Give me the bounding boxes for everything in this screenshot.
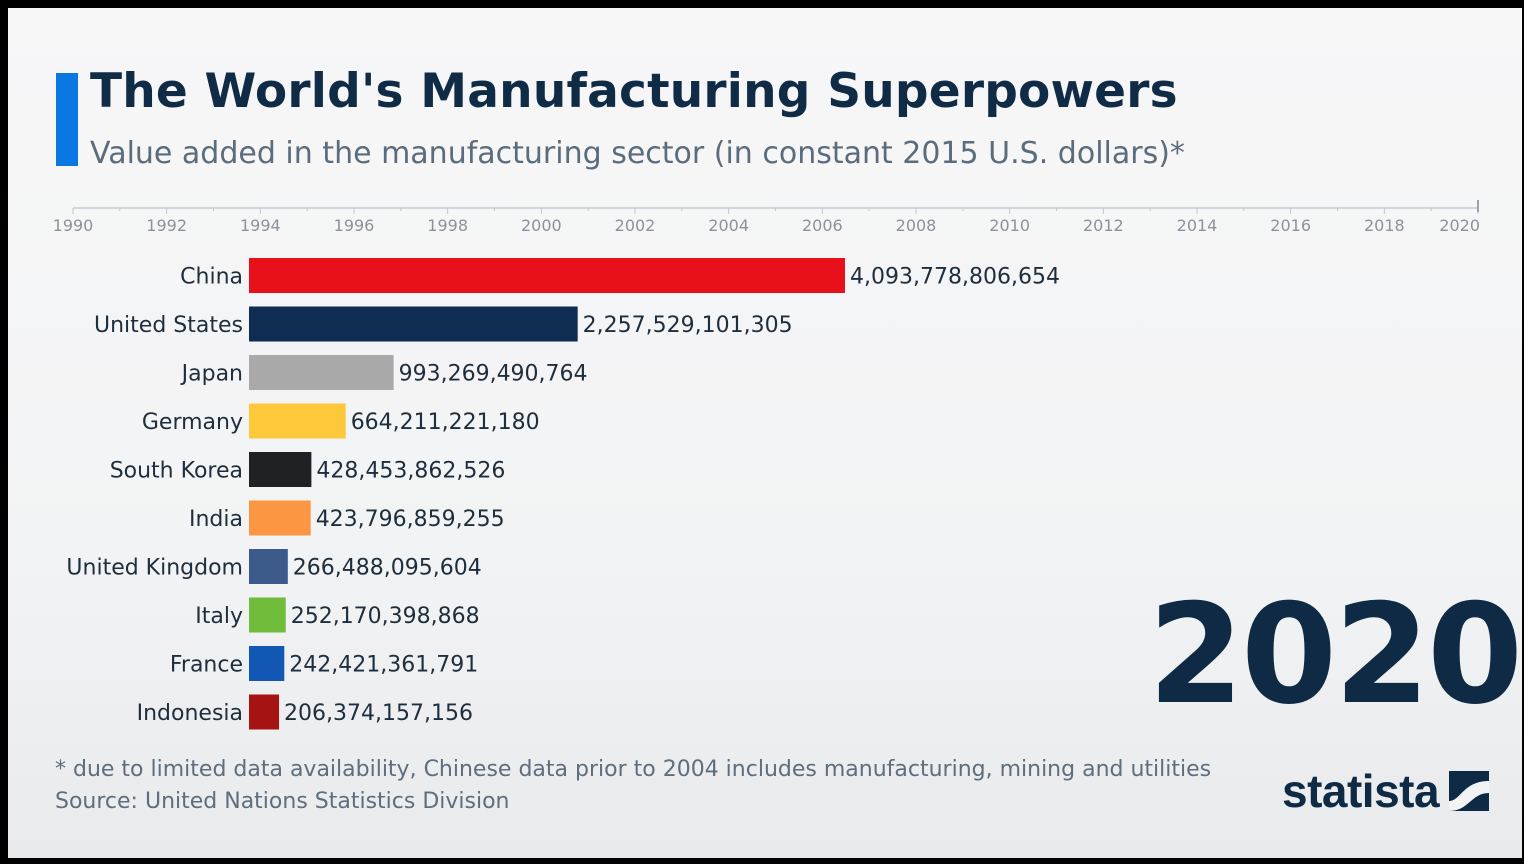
statista-logo: statista (1282, 765, 1490, 817)
category-label: China (180, 265, 243, 290)
bar (249, 403, 346, 439)
value-label: 428,453,862,526 (316, 459, 505, 484)
chart-frame: The World's Manufacturing Superpowers Va… (8, 8, 1522, 858)
timeline-tick-label: 2014 (1177, 216, 1218, 235)
bar (249, 694, 280, 730)
timeline-tick-label: 2002 (615, 216, 656, 235)
timeline-tick-label: 2008 (896, 216, 937, 235)
timeline-tick-label: 1990 (53, 216, 94, 235)
value-label: 423,796,859,255 (316, 507, 505, 532)
brand-name: statista (1282, 765, 1440, 817)
timeline-tick-label: 2018 (1364, 216, 1405, 235)
title-accent-bar (56, 73, 78, 166)
category-label: Indonesia (137, 701, 243, 726)
timeline-tick-label: 2010 (989, 216, 1030, 235)
bar (249, 500, 311, 536)
current-year: 2020 (1148, 574, 1522, 735)
timeline-tick-label: 2006 (802, 216, 843, 235)
timeline-tick-label: 2020 (1439, 216, 1480, 235)
value-label: 252,170,398,868 (291, 604, 480, 629)
source-note: Source: United Nations Statistics Divisi… (55, 789, 510, 814)
bar (249, 258, 845, 293)
category-label: Italy (195, 604, 243, 629)
timeline-tick-label: 1998 (427, 216, 468, 235)
value-label: 993,269,490,764 (399, 362, 588, 387)
category-label: India (189, 507, 243, 532)
timeline-tick-label: 1996 (334, 216, 375, 235)
bar (249, 597, 286, 633)
timeline-tick-label: 2016 (1270, 216, 1311, 235)
bar (249, 646, 285, 681)
chart-subtitle: Value added in the manufacturing sector … (90, 136, 1185, 171)
value-label: 4,093,778,806,654 (850, 265, 1060, 290)
value-label: 242,421,361,791 (289, 653, 478, 678)
timeline-tick-label: 2012 (1083, 216, 1124, 235)
category-label: United Kingdom (66, 556, 243, 581)
value-label: 2,257,529,101,305 (583, 313, 793, 338)
chart-title: The World's Manufacturing Superpowers (90, 64, 1178, 119)
category-label: Germany (142, 410, 243, 435)
value-label: 266,488,095,604 (293, 556, 482, 581)
timeline-tick-label: 2000 (521, 216, 562, 235)
value-label: 206,374,157,156 (284, 701, 473, 726)
category-label: South Korea (110, 459, 243, 484)
statista-logo-icon (1449, 771, 1490, 811)
category-label: Japan (180, 362, 243, 387)
bar (249, 549, 288, 584)
category-label: United States (94, 313, 243, 338)
timeline-tick-label: 2004 (708, 216, 749, 235)
category-label: France (170, 653, 243, 678)
bar (249, 355, 394, 390)
footnote: * due to limited data availability, Chin… (55, 757, 1212, 782)
bar (249, 452, 312, 487)
timeline-tick-label: 1992 (146, 216, 187, 235)
timeline-tick-label: 1994 (240, 216, 281, 235)
bar (249, 306, 578, 342)
bar-chart: 1990 1992 1994 1996 1998 2000 2002 2004 2006 2008… (53, 200, 1480, 730)
value-label: 664,211,221,180 (351, 410, 540, 435)
